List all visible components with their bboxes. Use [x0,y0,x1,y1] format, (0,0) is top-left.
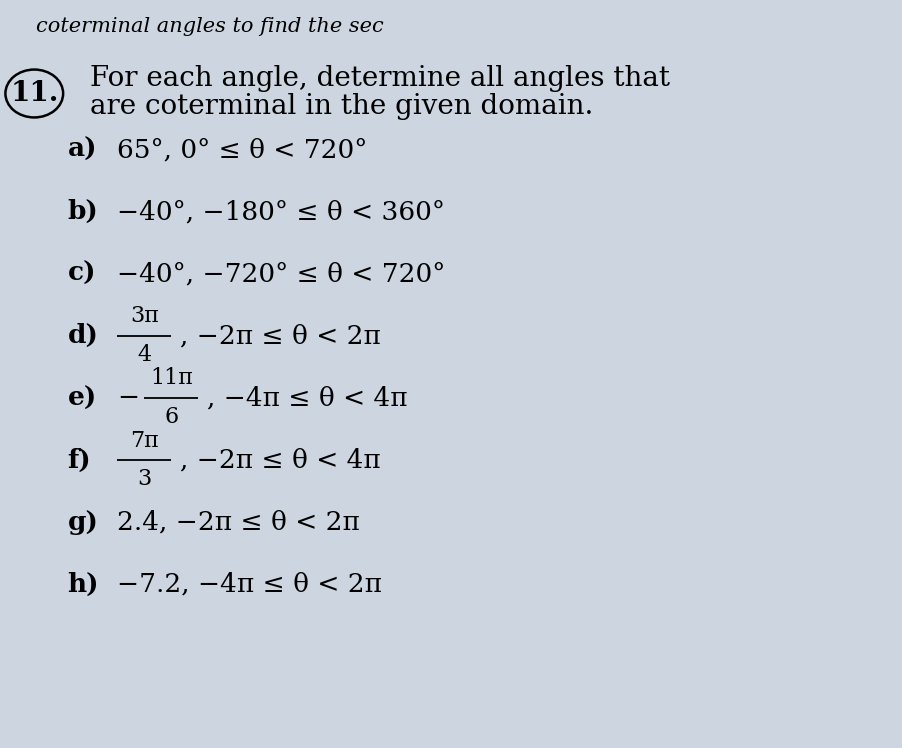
Text: −40°, −180° ≤ θ < 360°: −40°, −180° ≤ θ < 360° [117,199,446,224]
Text: 2.4, −2π ≤ θ < 2π: 2.4, −2π ≤ θ < 2π [117,509,360,535]
Text: h): h) [68,571,99,597]
Text: 6: 6 [164,406,179,429]
Text: −: − [117,385,140,411]
Text: 3π: 3π [130,305,159,328]
Text: 65°, 0° ≤ θ < 720°: 65°, 0° ≤ θ < 720° [117,137,368,162]
Text: , −2π ≤ θ < 2π: , −2π ≤ θ < 2π [180,323,382,349]
Text: , −2π ≤ θ < 4π: , −2π ≤ θ < 4π [180,447,382,473]
Text: a): a) [68,137,97,162]
Text: , −4π ≤ θ < 4π: , −4π ≤ θ < 4π [207,385,408,411]
Text: b): b) [68,199,98,224]
Text: 11.: 11. [10,80,59,107]
Text: f): f) [68,447,91,473]
Text: are coterminal in the given domain.: are coterminal in the given domain. [90,93,594,120]
Text: e): e) [68,385,97,411]
Text: 7π: 7π [130,429,159,452]
Text: g): g) [68,509,98,535]
Text: 4: 4 [137,344,152,367]
Text: d): d) [68,323,98,349]
Text: c): c) [68,261,97,286]
Text: −7.2, −4π ≤ θ < 2π: −7.2, −4π ≤ θ < 2π [117,571,382,597]
Text: −40°, −720° ≤ θ < 720°: −40°, −720° ≤ θ < 720° [117,261,446,286]
Text: For each angle, determine all angles that: For each angle, determine all angles tha… [90,65,670,92]
Text: coterminal angles to find the sec: coterminal angles to find the sec [36,16,384,36]
Text: 3: 3 [137,468,152,491]
Text: 11π: 11π [150,367,193,390]
